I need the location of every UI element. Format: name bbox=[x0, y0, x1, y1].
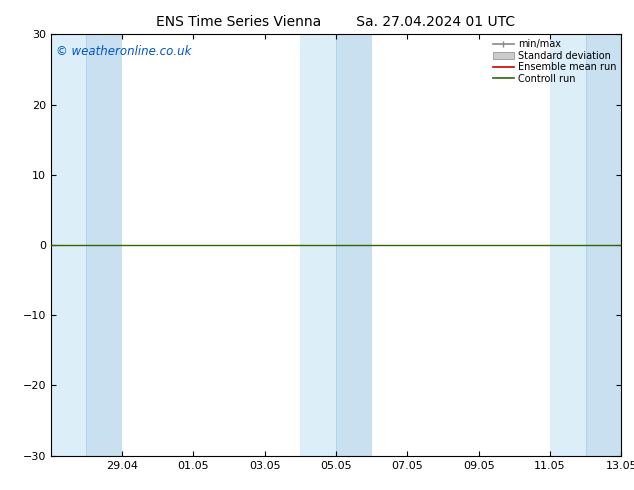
Bar bbox=[550, 34, 586, 456]
Bar bbox=[51, 34, 86, 456]
Bar bbox=[336, 34, 372, 456]
Bar bbox=[301, 34, 336, 456]
Text: © weatheronline.co.uk: © weatheronline.co.uk bbox=[56, 45, 192, 58]
Bar bbox=[586, 34, 621, 456]
Bar bbox=[86, 34, 122, 456]
Title: ENS Time Series Vienna        Sa. 27.04.2024 01 UTC: ENS Time Series Vienna Sa. 27.04.2024 01… bbox=[157, 15, 515, 29]
Legend: min/max, Standard deviation, Ensemble mean run, Controll run: min/max, Standard deviation, Ensemble me… bbox=[491, 37, 618, 85]
